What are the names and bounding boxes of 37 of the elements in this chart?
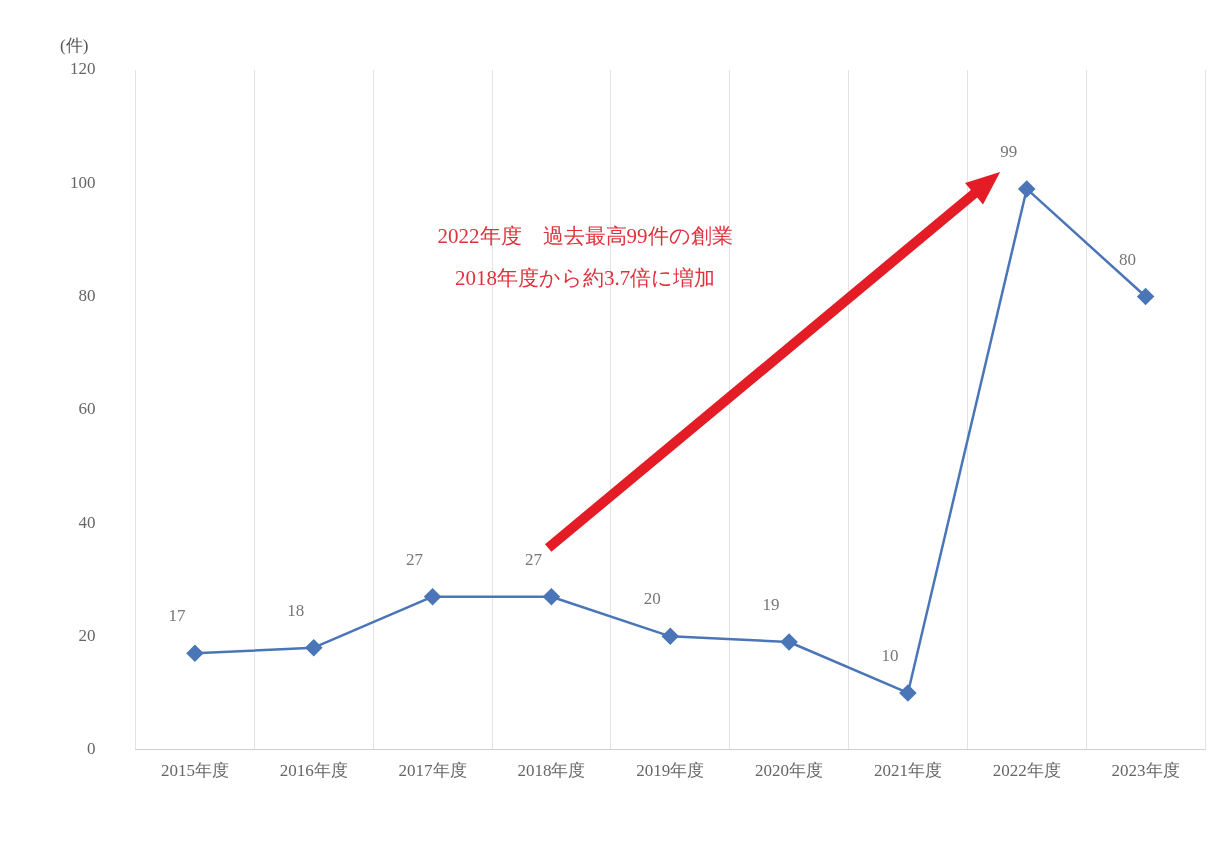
- y-tick-label: 20: [78, 625, 96, 645]
- x-tick-label: 2016年度: [279, 761, 348, 781]
- annotation: 2022年度 過去最高99件の創業: [436, 223, 734, 250]
- data-label: 80: [1119, 249, 1137, 269]
- point: [899, 684, 917, 702]
- x-tick-label: 2022年度: [992, 761, 1061, 781]
- y-tick-label: 40: [78, 512, 96, 532]
- y-tick-label: 80: [78, 286, 96, 305]
- data-label: 18: [287, 600, 305, 620]
- x-tick-label: 2019年度: [636, 761, 705, 781]
- x-tick-label: 2017年度: [398, 761, 467, 781]
- x-tick-label: 2021年度: [873, 761, 942, 781]
- point: [780, 633, 798, 651]
- x-tick-label: 2015年度: [160, 761, 229, 781]
- point: [543, 588, 560, 605]
- y-tick-label: 0: [87, 739, 96, 759]
- y-axis-title: (件): [60, 35, 89, 57]
- y-tick-label: 120: [70, 59, 96, 79]
- data-label: 17: [168, 606, 186, 626]
- point: [186, 645, 204, 662]
- data-label: 10: [881, 645, 899, 665]
- x-tick-label: 2018年度: [517, 761, 586, 781]
- point: [1137, 288, 1154, 305]
- x-tick-label: 2023年度: [1111, 761, 1180, 781]
- data-label: 19: [762, 595, 780, 614]
- point: [662, 628, 679, 645]
- data-label: 27: [524, 549, 543, 569]
- data-label: 20: [643, 589, 661, 609]
- data-label: 99: [1000, 141, 1018, 161]
- point: [1018, 180, 1035, 198]
- y-tick-label: 60: [78, 399, 96, 419]
- x-tick-label: 2020年度: [755, 761, 824, 781]
- y-tick-label: 100: [70, 172, 96, 192]
- annotation: 2018年度から約3.7倍に増加: [453, 265, 717, 292]
- point: [305, 639, 322, 656]
- point: [424, 588, 441, 605]
- data-label: 27: [406, 549, 424, 569]
